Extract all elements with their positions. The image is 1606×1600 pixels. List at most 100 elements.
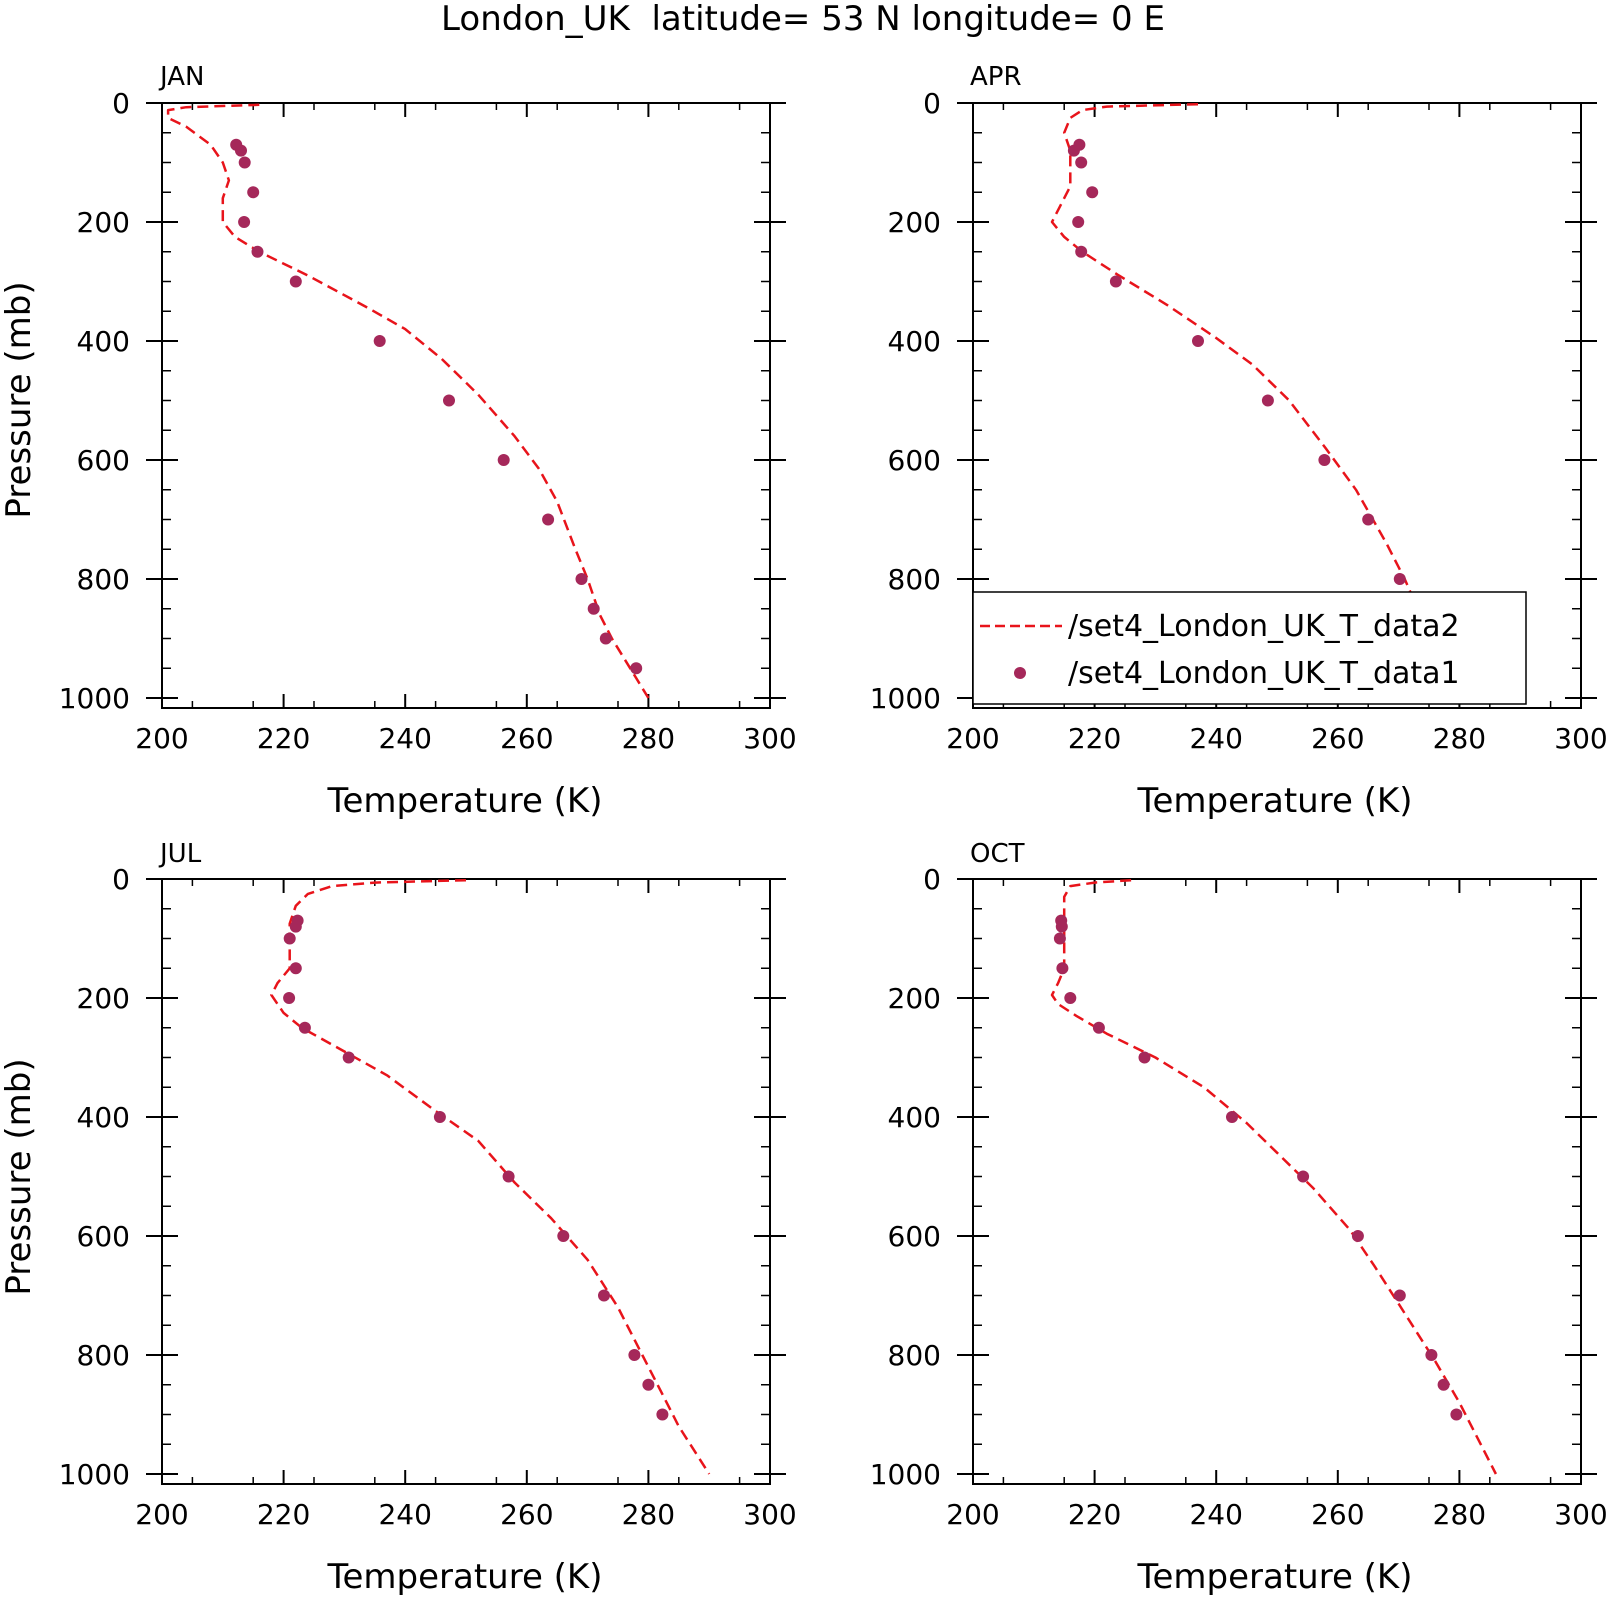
observation-point	[1086, 186, 1099, 199]
y-tick-label: 800	[888, 1339, 941, 1372]
plot-jan: 200 220 240 260 280 300 0 200 400 600 800 1000	[59, 87, 797, 755]
observation-point	[283, 992, 296, 1004]
observation-point	[502, 1170, 515, 1183]
observation-point	[251, 245, 264, 258]
panel-oct: OCT Temperature (K)	[970, 839, 1413, 1597]
legend: /set4_London_UK_T_data2 /set4_London_UK_…	[972, 591, 1527, 705]
observation-point	[298, 1021, 311, 1034]
x-tick-label: 300	[1554, 722, 1606, 755]
legend-label-data2: /set4_London_UK_T_data2	[1068, 609, 1460, 644]
observation-point	[598, 1289, 610, 1302]
observation-point	[1092, 1021, 1105, 1034]
panel-apr-xlabel: Temperature (K)	[1136, 781, 1412, 821]
x-tick-label: 200	[946, 1498, 999, 1531]
figure-title: London_UK latitude= 53 N longitude= 0 E	[441, 0, 1165, 39]
y-tick-label: 1000	[870, 682, 941, 715]
observation-point	[1393, 573, 1406, 585]
model-line	[1050, 878, 1498, 1475]
observation-point	[1318, 454, 1331, 466]
observation-point	[373, 335, 386, 347]
x-tick-label: 220	[257, 1498, 310, 1531]
y-tick-label: 0	[923, 863, 941, 896]
observation-point	[1450, 1408, 1463, 1421]
observation-point	[1138, 1051, 1151, 1064]
y-tick-label: 0	[923, 87, 941, 120]
legend-box	[972, 591, 1527, 705]
observation-point	[289, 962, 302, 975]
y-tick-label: 1000	[59, 1458, 130, 1491]
observation-point	[628, 1349, 641, 1361]
x-tick-label: 260	[500, 722, 553, 755]
observation-point	[1261, 394, 1274, 407]
legend-label-data1: /set4_London_UK_T_data1	[1068, 656, 1460, 691]
x-tick-label: 280	[622, 722, 675, 755]
observation-point	[1362, 513, 1375, 526]
plot-frame	[972, 878, 1582, 1485]
observation-point	[587, 602, 600, 615]
y-tick-label: 400	[77, 325, 130, 358]
observation-point	[238, 156, 251, 169]
x-tick-label: 240	[378, 1498, 431, 1531]
observation-point	[1056, 962, 1069, 975]
observation-point	[433, 1111, 446, 1123]
plot-oct: 200 220 240 260 280 300 0 200 400 600 800 1000	[870, 863, 1606, 1531]
observation-point	[642, 1378, 655, 1391]
y-tick-label: 0	[112, 87, 130, 120]
observation-point	[283, 932, 296, 945]
panel-apr: APR Temperature (K)	[970, 62, 1413, 821]
y-tick-label: 200	[888, 206, 941, 239]
x-tick-label: 200	[135, 1498, 188, 1531]
x-tick-label: 300	[743, 722, 796, 755]
panel-jul: JUL Temperature (K) Pressure (mb)	[0, 839, 603, 1597]
observation-point	[289, 920, 302, 933]
x-tick-label: 300	[1554, 1498, 1606, 1531]
y-tick-label: 800	[888, 563, 941, 596]
observation-point	[247, 186, 260, 199]
x-tick-label: 260	[500, 1498, 553, 1531]
plot-frame	[972, 102, 1582, 709]
y-tick-label: 400	[888, 325, 941, 358]
panel-apr-title: APR	[970, 62, 1022, 92]
observation-point	[1393, 1289, 1406, 1302]
y-tick-label: 0	[112, 863, 130, 896]
observation-point	[1055, 920, 1068, 933]
observation-point	[1109, 275, 1122, 288]
x-tick-label: 240	[378, 722, 431, 755]
x-tick-label: 200	[946, 722, 999, 755]
x-tick-label: 220	[1068, 722, 1121, 755]
x-tick-label: 220	[257, 722, 310, 755]
x-tick-label: 260	[1311, 722, 1364, 755]
observation-point	[342, 1051, 355, 1064]
y-tick-label: 1000	[59, 682, 130, 715]
model-line	[1050, 102, 1473, 699]
observation-point	[1437, 1378, 1450, 1391]
observation-point	[542, 513, 555, 526]
y-tick-label: 800	[77, 1339, 130, 1372]
y-tick-label: 600	[77, 444, 130, 477]
observation-point	[1192, 335, 1204, 347]
x-tick-label: 280	[622, 1498, 675, 1531]
observation-point	[599, 632, 612, 645]
panel-oct-title: OCT	[970, 839, 1025, 869]
y-tick-label: 200	[77, 982, 130, 1015]
model-line	[166, 103, 650, 699]
panel-jan-xlabel: Temperature (K)	[326, 781, 602, 821]
observation-point	[1064, 992, 1077, 1004]
observation-point	[238, 216, 251, 228]
x-tick-label: 240	[1189, 1498, 1242, 1531]
observation-point	[1226, 1111, 1238, 1123]
observation-point	[1067, 144, 1080, 157]
observation-point	[497, 454, 510, 466]
observation-point	[1351, 1230, 1364, 1242]
observation-point	[1425, 1349, 1438, 1361]
plot-jul: 200 220 240 260 280 300 0 200 400 600 800 1000	[59, 863, 797, 1531]
observation-point	[235, 144, 247, 157]
x-tick-label: 240	[1189, 722, 1242, 755]
y-tick-label: 200	[888, 982, 941, 1015]
plot-frame	[161, 102, 771, 709]
observation-point	[443, 394, 455, 407]
panel-jul-xlabel: Temperature (K)	[326, 1557, 602, 1597]
x-tick-label: 280	[1433, 722, 1486, 755]
y-tick-label: 600	[77, 1220, 130, 1253]
